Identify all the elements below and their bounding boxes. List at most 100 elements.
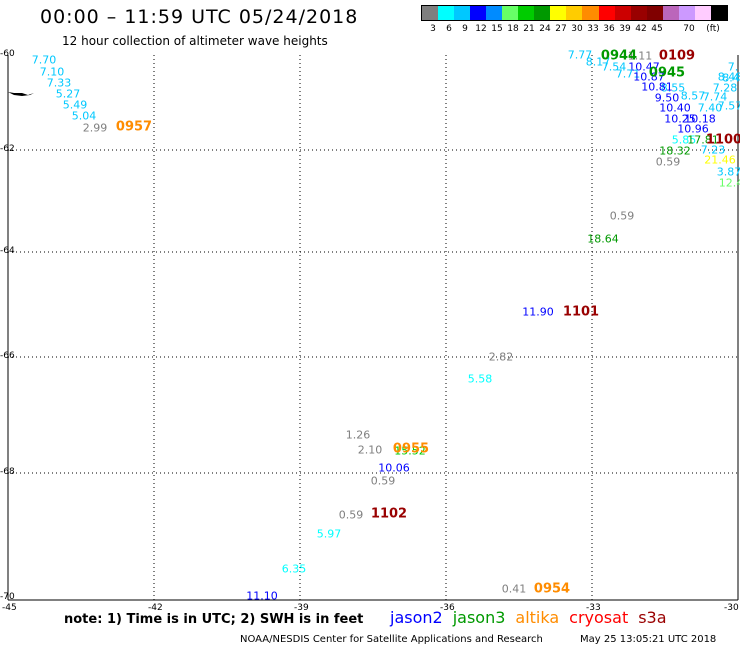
legend-label: 6 xyxy=(446,24,452,34)
legend-swatch xyxy=(438,6,455,20)
pass-time-label: 0945 xyxy=(648,65,686,81)
longitude-label: -33 xyxy=(586,603,601,613)
wave-height-label: 10.87 xyxy=(633,70,665,84)
wave-height-label: 7.10 xyxy=(39,65,65,79)
longitude-label: -39 xyxy=(294,603,309,613)
wave-height-label: 7.40 xyxy=(697,101,723,115)
legend-swatch xyxy=(422,6,439,20)
pass-time-label: 0109 xyxy=(658,48,696,64)
legend-label: 18 xyxy=(507,24,519,34)
wave-height-label: 5.97 xyxy=(316,527,342,541)
legend-label: (ft) xyxy=(706,24,720,34)
wave-height-label: 1.11 xyxy=(627,49,653,63)
wave-height-label: 0.59 xyxy=(655,155,681,169)
pass-time-label: 1102 xyxy=(370,506,408,522)
legend-swatch xyxy=(662,6,679,20)
legend-label: 36 xyxy=(603,24,615,34)
wave-height-label: 7.28 xyxy=(712,81,738,95)
generation-timestamp: May 25 13:05:21 UTC 2018 xyxy=(580,634,717,645)
wave-height-label: 7.77 xyxy=(567,48,593,62)
color-legend: 3 6 9 12 15 18 21 24 27 30 33 36 39 42 45 70 (ft) xyxy=(421,5,728,39)
legend-swatch xyxy=(470,6,487,20)
wave-height-label: 11.90 xyxy=(522,305,554,319)
wave-height-label: 0.59 xyxy=(609,209,635,223)
legend-swatch xyxy=(534,6,551,20)
legend-label: 42 xyxy=(635,24,647,34)
wave-height-label: 5.85 xyxy=(671,133,697,147)
wave-height-label: 7.23 xyxy=(700,143,726,157)
wave-height-label: 5.27 xyxy=(55,87,81,101)
pass-time-label: 0944 xyxy=(600,48,638,64)
latitude-label: -68 xyxy=(0,467,15,477)
legend-swatch xyxy=(454,6,471,20)
wave-height-label: 0.59 xyxy=(338,508,364,522)
pass-time-label: 0955 xyxy=(392,441,430,457)
wave-height-label: 5.49 xyxy=(62,98,88,112)
wave-height-label: 8.17 xyxy=(585,55,611,69)
legend-label: 33 xyxy=(587,24,599,34)
map-area: -60 -62 -64 -66 -68 -70 -45 -42 -39 -36 -33 -30 7.70… xyxy=(0,48,740,614)
legend-labels: 3 6 9 12 15 18 21 24 27 30 33 36 39 42 45 70 (ft) xyxy=(421,21,728,35)
wave-height-label: 2.82 xyxy=(488,350,514,364)
wave-height-label: 7.54 xyxy=(601,60,627,74)
legend-label: 24 xyxy=(539,24,551,34)
credit-line: NOAA/NESDIS Center for Satellite Applica… xyxy=(240,634,543,645)
legend-label: 39 xyxy=(619,24,631,34)
wave-height-label: 9.50 xyxy=(654,91,680,105)
legend-swatch xyxy=(646,6,663,20)
legend-swatch xyxy=(582,6,599,20)
satellite-name: jason2 xyxy=(390,608,443,627)
legend-label: 27 xyxy=(555,24,567,34)
satellite-legend: jason2 jason3 altika cryosat s3a xyxy=(390,608,677,627)
island-outline xyxy=(8,92,34,96)
legend-label: 12 xyxy=(475,24,487,34)
legend-label: 9 xyxy=(462,24,468,34)
pass-time-label: 1101 xyxy=(562,304,600,320)
satellite-name: altika xyxy=(515,608,560,627)
wave-height-label: 1.26 xyxy=(345,428,371,442)
wave-height-label: 5.04 xyxy=(71,109,97,123)
legend-swatch xyxy=(678,6,695,20)
legend-swatch xyxy=(566,6,583,20)
footer-note: note: 1) Time is in UTC; 2) SWH is in fe… xyxy=(64,612,364,627)
legend-swatch xyxy=(598,6,615,20)
graticule xyxy=(7,55,739,601)
wave-height-label: 18.64 xyxy=(587,232,619,246)
legend-label: 70 xyxy=(683,24,695,34)
legend-swatch xyxy=(502,6,519,20)
legend-label: 30 xyxy=(571,24,583,34)
latitude-label: -62 xyxy=(0,144,15,154)
wave-height-label: 8.4 xyxy=(722,71,740,85)
wave-height-label: 8.55 xyxy=(660,81,686,95)
wave-height-label: 8.48 xyxy=(717,70,740,84)
latitude-label: -70 xyxy=(0,592,15,602)
latitude-label: -66 xyxy=(0,351,15,361)
legend-swatch xyxy=(710,6,727,20)
wave-height-label: 2.99 xyxy=(82,121,108,135)
wave-height-label: 7.57 xyxy=(717,99,740,113)
longitude-label: -30 xyxy=(724,603,739,613)
wave-height-label: 10.47 xyxy=(628,60,660,74)
page-title: 00:00 – 11:59 UTC 05/24/2018 xyxy=(40,6,359,28)
legend-swatch xyxy=(550,6,567,20)
wave-height-label: 11.10 xyxy=(246,589,278,603)
legend-swatch xyxy=(694,6,711,20)
legend-label: 15 xyxy=(491,24,503,34)
latitude-label: -60 xyxy=(0,49,15,59)
wave-height-label: 10.18 xyxy=(684,112,716,126)
satellite-name: cryosat xyxy=(569,608,629,627)
satellite-name: s3a xyxy=(638,608,667,627)
wave-height-label: 15.52 xyxy=(394,444,426,458)
longitude-label: -42 xyxy=(148,603,163,613)
wave-height-label: 10.40 xyxy=(659,101,691,115)
wave-height-label: 0.59 xyxy=(370,474,396,488)
pass-time-label: 1100 xyxy=(705,132,740,148)
legend-label: 45 xyxy=(651,24,663,34)
wave-height-label: 10.06 xyxy=(378,461,410,475)
wave-height-label: 18.32 xyxy=(659,144,691,158)
wave-height-label: 0.41 xyxy=(501,582,527,596)
wave-height-label: 8.57 xyxy=(680,89,706,103)
wave-height-label: 7.70 xyxy=(31,53,57,67)
wave-height-label: 3.87 xyxy=(716,165,740,179)
